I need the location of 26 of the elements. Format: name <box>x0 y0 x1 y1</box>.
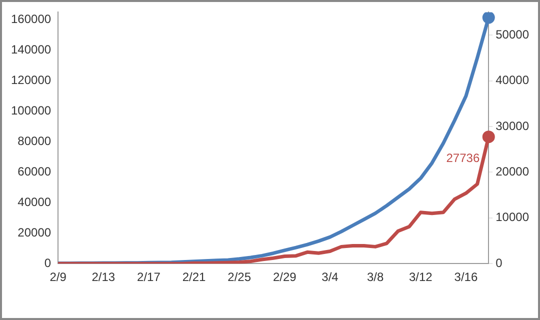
x-tick-label: 2/9 <box>50 270 67 284</box>
x-tick-label: 2/17 <box>137 270 161 284</box>
x-tick-label: 2/25 <box>228 270 252 284</box>
x-tick-label: 2/21 <box>182 270 206 284</box>
y-tick-label: 120000 <box>10 73 52 88</box>
y-tick-label: 60000 <box>18 164 52 178</box>
x-tick-label: 3/4 <box>322 270 339 284</box>
y2-tick-label: 40000 <box>496 73 530 88</box>
y-tick-label: 140000 <box>10 42 52 57</box>
x-tick-label: 3/12 <box>408 270 433 284</box>
y-tick-label: 100000 <box>10 104 52 118</box>
y2-tick-label: 20000 <box>496 164 530 178</box>
y-tick-label: 20000 <box>18 225 52 240</box>
x-tick-label: 2/29 <box>272 270 297 284</box>
x-tick-label: 3/16 <box>454 270 478 284</box>
y-tick-label: 160000 <box>10 12 52 26</box>
x-tick-label: 3/8 <box>366 270 384 284</box>
y2-tick-label: 50000 <box>496 27 530 42</box>
y2-tick-label: 0 <box>496 256 503 270</box>
x-tick-label: 2/13 <box>92 270 116 284</box>
data-label: 27736 <box>446 151 480 166</box>
y-tick-label: 40000 <box>18 194 52 209</box>
y2-tick-label: 30000 <box>496 118 530 133</box>
y-tick-label: 0 <box>44 256 52 270</box>
y2-tick-label: 10000 <box>496 210 530 224</box>
y-tick-label: 80000 <box>18 134 52 148</box>
